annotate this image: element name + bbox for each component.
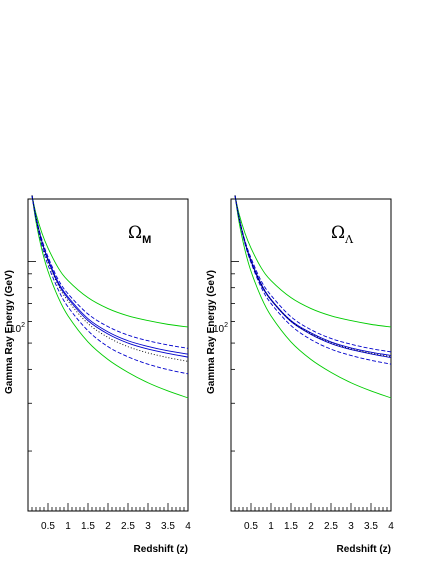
y-tick-label: 102 (10, 322, 25, 335)
series-line-green-solid (234, 195, 392, 328)
panel-symbol: ΩΛ (331, 223, 354, 246)
x-tick-label: 1.5 (81, 521, 95, 532)
x-tick-label: 1.5 (284, 521, 298, 532)
plot-frame (27, 198, 189, 512)
series-line-blue-solid (234, 195, 392, 356)
x-tick-label: 2 (308, 521, 314, 532)
x-tick-label: 4 (388, 521, 394, 532)
y-axis-title: Gamma Ray Energy (GeV) (206, 270, 217, 394)
series-line-black-dotted (234, 195, 392, 357)
x-tick-label: 0.5 (244, 521, 258, 532)
series-line-blue-dashed (234, 195, 392, 365)
x-tick-label: 3.5 (364, 521, 378, 532)
series-line-blue-solid (31, 195, 189, 355)
x-tick-label: 3 (145, 521, 151, 532)
x-tick-label: 0.5 (41, 521, 55, 532)
x-tick-label: 3.5 (161, 521, 175, 532)
series-line-green-solid (234, 195, 392, 399)
panel-omega-m: 0.5 1 1.5 2 2.5 3 3.5 4 Gamma Ray Energy (GeV) … (4, 195, 191, 555)
series-line-blue-dashed (31, 195, 189, 375)
x-tick-label: 2.5 (324, 521, 338, 532)
x-axis-title: Redshift (z) (134, 544, 188, 555)
x-tick-label: 4 (185, 521, 191, 532)
series-line-blue-solid (234, 195, 392, 359)
tick-marks (231, 260, 388, 511)
x-tick-label: 2 (105, 521, 111, 532)
x-tick-label: 1 (65, 521, 71, 532)
x-tick-label: 3 (348, 521, 354, 532)
x-axis-title: Redshift (z) (337, 544, 391, 555)
tick-marks (28, 260, 185, 511)
panel-omega-lambda: 0.5 1 1.5 2 2.5 3 3.5 4 Gamma Ray Energy (GeV) … (206, 195, 394, 555)
plot-frame (230, 198, 392, 512)
series-line-green-solid (31, 195, 189, 328)
x-tick-labels: 0.5 1 1.5 2 2.5 3 3.5 4 (41, 521, 191, 532)
series-line-blue-dashed (234, 195, 392, 353)
y-axis-title: Gamma Ray Energy (GeV) (4, 270, 15, 394)
x-tick-label: 1 (268, 521, 274, 532)
x-tick-label: 2.5 (121, 521, 135, 532)
series-line-green-solid (31, 195, 189, 399)
series-line-blue-dashed (31, 195, 189, 349)
x-tick-labels: 0.5 1 1.5 2 2.5 3 3.5 4 (244, 521, 394, 532)
panel-symbol: ΩM (128, 223, 151, 246)
curves (31, 195, 189, 399)
curves (234, 195, 392, 399)
y-tick-label: 102 (213, 322, 228, 335)
